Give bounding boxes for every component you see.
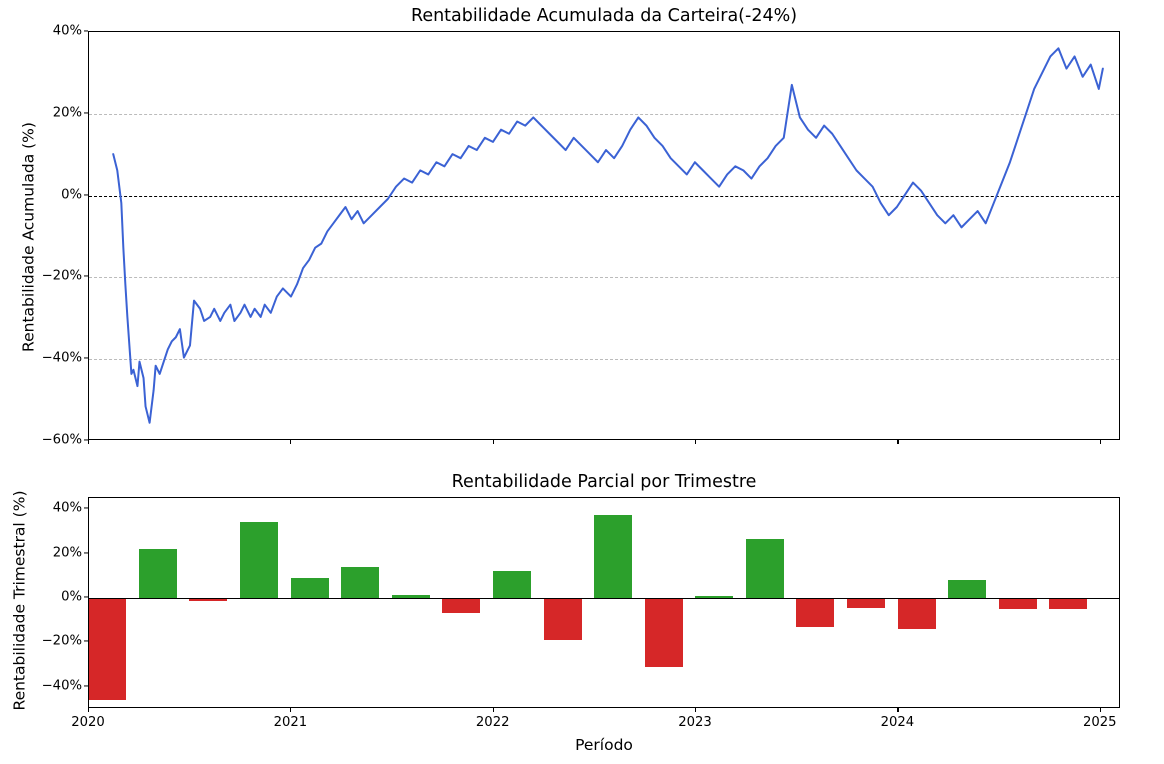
quarterly-y-tick-mark (84, 551, 88, 554)
cumulative-y-tick-label: 20% (52, 105, 82, 121)
quarterly-y-tick-label: 40% (52, 500, 82, 516)
x-tick-label: 2020 (71, 715, 105, 730)
quarterly-y-tick-mark (84, 596, 88, 598)
quarterly-bar (341, 566, 380, 598)
quarterly-y-axis-label: Rentabilidade Trimestral (%) (10, 490, 29, 711)
quarterly-x-tick-mark (897, 708, 899, 712)
cumulative-y-tick-label: 0% (61, 187, 82, 203)
quarterly-bar (847, 597, 886, 608)
quarterly-bar (290, 577, 329, 598)
quarterly-bar (948, 580, 987, 598)
cumulative-y-tick-mark (84, 112, 88, 114)
cumulative-x-tick-mark (695, 440, 697, 444)
quarterly-bar (239, 522, 278, 598)
x-tick-label: 2024 (880, 715, 915, 730)
x-tick-label: 2023 (678, 715, 712, 730)
quarterly-x-tick-mark (1099, 708, 1101, 712)
quarterly-plot-area (88, 497, 1120, 708)
cumulative-y-tick-label: −60% (41, 432, 82, 448)
cumulative-y-tick-mark (84, 275, 88, 277)
quarterly-y-tick-label: 20% (52, 545, 82, 561)
cumulative-x-tick-mark (290, 440, 292, 444)
quarterly-bar (644, 597, 683, 667)
cumulative-y-axis-label: Rentabilidade Acumulada (%) (19, 122, 38, 352)
quarterly-y-tick-mark (84, 507, 88, 509)
quarterly-bar (745, 539, 784, 598)
cumulative-x-tick-mark (492, 440, 494, 444)
cumulative-y-tick-mark (84, 357, 88, 359)
quarterly-chart-title: Rentabilidade Parcial por Trimestre (451, 472, 757, 492)
quarterly-bar (594, 514, 633, 598)
quarterly-zero-line (89, 597, 1119, 599)
cumulative-y-tick-label: −40% (41, 350, 82, 366)
quarterly-bar (189, 597, 228, 602)
cumulative-plot-area (88, 31, 1120, 440)
cumulative-gridline (89, 277, 1119, 279)
cumulative-y-tick-label: −20% (41, 268, 82, 284)
quarterly-y-tick-mark (84, 685, 88, 687)
cumulative-x-tick-mark (1099, 440, 1101, 444)
cumulative-y-tick-mark (84, 194, 88, 196)
quarterly-y-tick-mark (84, 640, 88, 642)
quarterly-bar (492, 571, 531, 598)
cumulative-line-path (113, 48, 1103, 422)
quarterly-bar (998, 597, 1037, 610)
quarterly-bar (897, 597, 936, 630)
cumulative-y-tick-label: 40% (52, 23, 82, 39)
cumulative-gridline (89, 359, 1119, 361)
cumulative-y-tick-mark (84, 439, 88, 441)
quarterly-bar (442, 597, 481, 614)
quarterly-x-tick-mark (88, 708, 90, 712)
quarterly-bar (89, 597, 127, 701)
quarterly-y-tick-label: −40% (41, 678, 82, 694)
quarterly-bar (796, 597, 835, 627)
quarterly-x-tick-mark (695, 708, 697, 712)
quarterly-x-tick-mark (290, 708, 292, 712)
quarterly-bar (391, 594, 430, 598)
x-axis-label: Período (575, 736, 633, 754)
cumulative-gridline (89, 113, 1119, 115)
cumulative-return-line (89, 32, 1119, 439)
quarterly-bar (138, 549, 177, 598)
cumulative-x-tick-mark (897, 440, 899, 444)
cumulative-zero-line (89, 195, 1119, 197)
cumulative-y-tick-mark (84, 30, 88, 32)
quarterly-y-tick-label: −20% (41, 633, 82, 649)
quarterly-bar (695, 595, 734, 598)
quarterly-bar (543, 597, 582, 641)
cumulative-chart-title: Rentabilidade Acumulada da Carteira(-24%… (410, 6, 798, 26)
quarterly-y-tick-label: 0% (61, 589, 82, 605)
x-tick-label: 2021 (273, 715, 308, 730)
cumulative-x-tick-mark (88, 440, 90, 444)
quarterly-bar (1049, 597, 1088, 610)
quarterly-x-tick-mark (492, 708, 494, 712)
x-tick-label: 2025 (1082, 715, 1117, 730)
x-tick-label: 2022 (475, 715, 510, 730)
